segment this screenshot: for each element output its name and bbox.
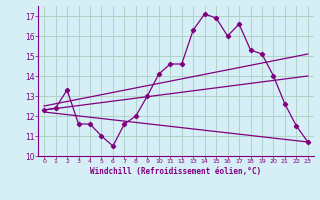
X-axis label: Windchill (Refroidissement éolien,°C): Windchill (Refroidissement éolien,°C) (91, 167, 261, 176)
